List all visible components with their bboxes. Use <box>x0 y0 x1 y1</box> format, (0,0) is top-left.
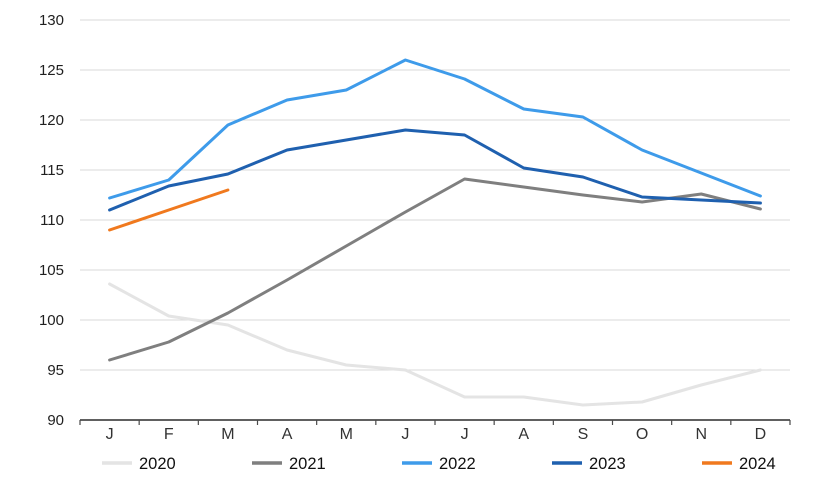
x-axis-label-month-7: J <box>461 426 469 443</box>
y-axis-label-130: 130 <box>39 12 64 29</box>
x-axis-label-month-3: M <box>221 426 234 443</box>
x-axis-label-month-1: J <box>106 426 114 443</box>
legend-item-2020: 2020 <box>102 455 176 473</box>
series-line-2020 <box>108 282 762 407</box>
y-axis-label-105: 105 <box>39 262 64 279</box>
legend-item-2023: 2023 <box>552 455 626 473</box>
y-axis-label-95: 95 <box>47 362 64 379</box>
legend-item-2021: 2021 <box>252 455 326 473</box>
x-axis-label-month-8: A <box>518 426 529 443</box>
legend-item-2024: 2024 <box>702 455 776 473</box>
x-axis-label-month-4: A <box>282 426 293 443</box>
legend: 2020 2021 2022 2023 2024 <box>102 455 776 473</box>
legend-item-2022: 2022 <box>402 455 476 473</box>
x-axis-label-month-10: O <box>636 426 648 443</box>
y-axis-label-100: 100 <box>39 312 64 329</box>
legend-label-2023: 2023 <box>589 455 626 473</box>
x-axis-label-month-2: F <box>164 426 174 443</box>
legend-label-2020: 2020 <box>139 455 176 473</box>
series-line-2022 <box>108 58 762 200</box>
x-axis-label-month-9: S <box>578 426 589 443</box>
y-axis-label-125: 125 <box>39 62 64 79</box>
x-axis-label-month-12: D <box>755 426 767 443</box>
legend-label-2021: 2021 <box>289 455 326 473</box>
legend-label-2022: 2022 <box>439 455 476 473</box>
x-axis-label-month-11: N <box>695 426 707 443</box>
series-line-2021 <box>108 177 762 362</box>
y-axis-label-90: 90 <box>47 412 64 429</box>
x-axis-label-month-6: J <box>401 426 409 443</box>
y-axis-label-120: 120 <box>39 112 64 129</box>
legend-label-2024: 2024 <box>739 455 776 473</box>
series-line-2023 <box>108 128 762 212</box>
y-axis-label-110: 110 <box>40 212 64 229</box>
x-axis-label-month-5: M <box>340 426 353 443</box>
series-line-2024 <box>108 188 230 232</box>
y-axis-label-115: 115 <box>40 162 64 179</box>
